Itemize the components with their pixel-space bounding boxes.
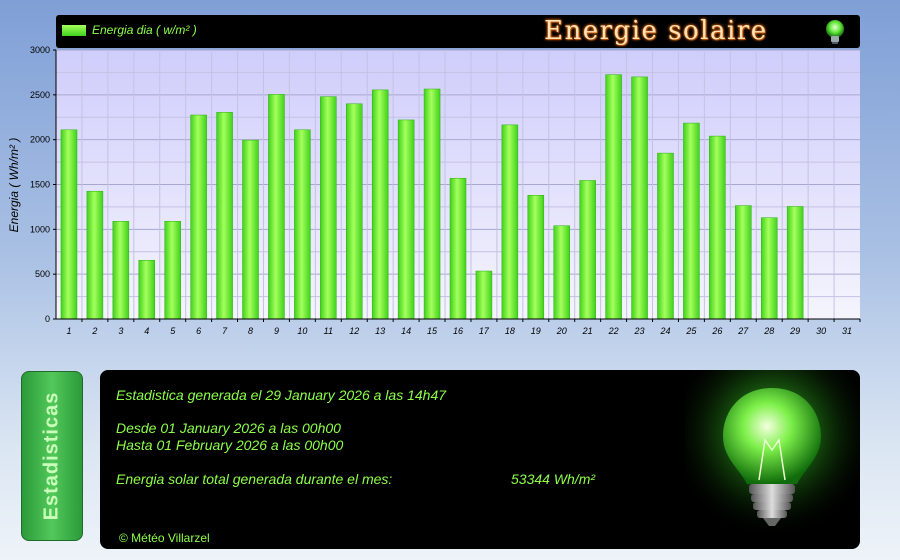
x-tick-label: 1: [66, 326, 71, 336]
bar-day-22: [605, 74, 622, 320]
x-tick-label: 7: [222, 326, 228, 336]
x-tick-label: 3: [118, 326, 123, 336]
bar-day-8: [242, 139, 259, 320]
x-tick-label: 31: [842, 326, 852, 336]
x-tick-label: 16: [453, 326, 463, 336]
stats-side-label: Estadisticas: [40, 391, 63, 521]
bar-day-26: [709, 135, 726, 320]
stats-from: Desde 01 January 2026 a las 00h00: [116, 420, 341, 436]
y-tick-label: 0: [45, 314, 50, 324]
bar-day-14: [397, 119, 415, 320]
bar-day-28: [760, 217, 778, 320]
bar-day-4: [138, 260, 156, 320]
bar-day-18: [501, 124, 519, 320]
legend-label: Energia dia ( w/m² ): [92, 23, 197, 37]
x-tick-label: 26: [711, 326, 722, 336]
bar-day-19: [527, 195, 545, 320]
glowing-lightbulb-icon: [685, 370, 860, 549]
x-tick-label: 27: [737, 326, 749, 336]
x-tick-label: 19: [531, 326, 541, 336]
stats-total-value: 53344 Wh/m²: [511, 471, 596, 487]
bar-day-1: [60, 129, 78, 320]
bar-day-2: [86, 190, 104, 320]
bar-day-25: [683, 122, 700, 320]
stats-panel: Estadistica generada el 29 January 2026 …: [100, 370, 860, 549]
legend-swatch: [62, 25, 86, 36]
bar-day-20: [553, 225, 570, 320]
x-tick-label: 5: [170, 326, 176, 336]
x-tick-label: 24: [659, 326, 670, 336]
x-tick-label: 15: [427, 326, 438, 336]
y-tick-label: 2500: [30, 90, 50, 100]
bar-day-23: [631, 76, 648, 320]
bars-group: [60, 74, 804, 320]
bar-day-9: [268, 94, 285, 320]
x-tick-label: 17: [479, 326, 490, 336]
stats-generated: Estadistica generada el 29 January 2026 …: [116, 387, 447, 403]
bar-day-6: [190, 114, 207, 320]
bar-day-13: [371, 89, 389, 320]
y-tick-label: 1000: [30, 224, 50, 234]
bar-day-3: [112, 221, 130, 320]
bar-day-27: [735, 205, 752, 320]
x-tick-label: 29: [789, 326, 800, 336]
bar-day-17: [475, 270, 493, 320]
bar-day-12: [346, 103, 363, 320]
x-tick-label: 4: [144, 326, 149, 336]
bar-day-29: [786, 206, 804, 320]
y-tick-label: 500: [35, 269, 50, 279]
x-tick-label: 11: [324, 326, 333, 336]
bar-day-21: [579, 180, 596, 320]
x-tick-label: 10: [297, 326, 307, 336]
bar-day-10: [294, 129, 311, 320]
bar-day-11: [320, 96, 337, 320]
stats-total-label: Energia solar total generada durante el …: [116, 471, 393, 487]
chart-header: Energia dia ( w/m² ) Energie solaire: [56, 15, 860, 48]
x-tick-label: 9: [274, 326, 279, 336]
bar-day-5: [164, 221, 181, 320]
x-tick-label: 8: [248, 326, 253, 336]
x-tick-label: 28: [763, 326, 774, 336]
x-tick-label: 20: [556, 326, 567, 336]
bar-day-16: [449, 177, 467, 320]
copyright-text: © Météo Villarzel: [119, 531, 210, 545]
x-tick-label: 22: [608, 326, 619, 336]
x-tick-label: 25: [685, 326, 697, 336]
x-tick-label: 14: [401, 326, 411, 336]
x-tick-label: 12: [349, 326, 359, 336]
lightbulb-icon: [826, 20, 844, 44]
x-tick-label: 6: [196, 326, 201, 336]
y-axis-label: Energia ( Wh/m² ): [7, 138, 21, 233]
x-tick-label: 23: [634, 326, 645, 336]
x-tick-label: 2: [91, 326, 97, 336]
x-tick-label: 30: [816, 326, 826, 336]
bar-day-15: [423, 88, 441, 320]
bar-day-24: [657, 152, 674, 320]
grid-lines: [56, 49, 860, 320]
bar-day-7: [216, 112, 233, 320]
stats-side-tab: Estadisticas: [21, 371, 83, 541]
x-tick-label: 18: [505, 326, 515, 336]
y-tick-label: 2000: [30, 135, 50, 145]
y-tick-label: 1500: [30, 180, 50, 190]
chart-title: Energie solaire: [544, 16, 768, 46]
stats-to: Hasta 01 February 2026 a las 00h00: [116, 437, 344, 453]
x-tick-label: 13: [375, 326, 385, 336]
x-tick-label: 21: [582, 326, 593, 336]
y-tick-label: 3000: [30, 45, 50, 55]
